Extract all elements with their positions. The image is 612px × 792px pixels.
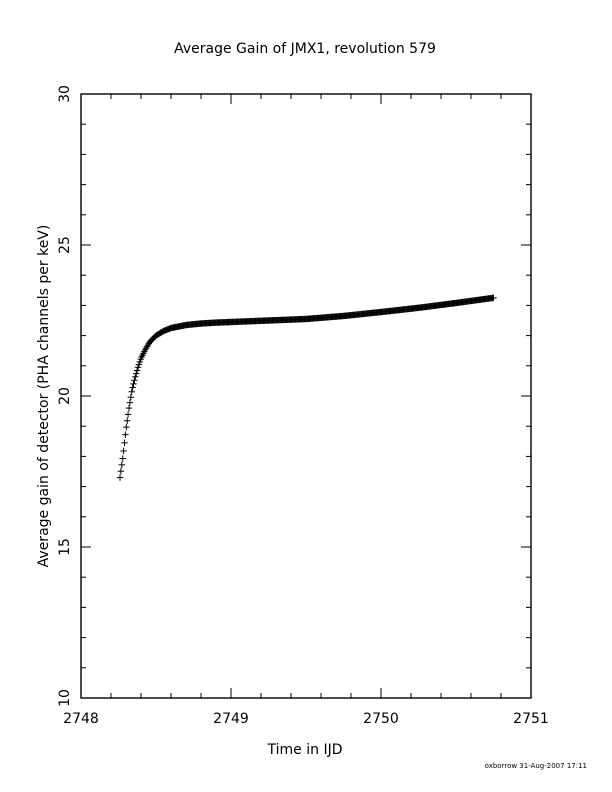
x-tick-label: 2748 — [63, 711, 99, 727]
y-tick-label: 10 — [57, 689, 73, 707]
data-point — [117, 467, 125, 475]
data-point — [128, 388, 135, 395]
y-tick-label: 25 — [57, 236, 73, 254]
data-point — [132, 373, 139, 381]
data-point — [121, 439, 128, 447]
data-point — [127, 394, 134, 401]
y-tick-label: 15 — [57, 538, 73, 556]
data-point — [124, 411, 132, 418]
data-point — [133, 370, 140, 377]
x-tick-label: 2749 — [213, 711, 249, 727]
data-point — [130, 380, 137, 388]
data-point — [131, 377, 138, 384]
data-point — [123, 423, 130, 431]
data-point — [126, 399, 134, 406]
x-tick-label: 2751 — [513, 711, 549, 727]
x-tick-label: 2750 — [363, 711, 399, 727]
data-point — [118, 461, 125, 469]
plot-frame — [80, 93, 532, 699]
data-point — [122, 431, 129, 438]
y-tick-label: 30 — [57, 85, 73, 103]
data-point — [134, 364, 142, 371]
x-axis-label: Time in IJD — [267, 742, 343, 758]
data-point — [124, 417, 131, 424]
footer-stamp: oxborrow 31-Aug-2007 17:11 — [485, 762, 587, 770]
data-points — [116, 294, 497, 481]
data-point — [119, 455, 126, 462]
data-point — [135, 361, 143, 368]
axes — [80, 93, 532, 699]
y-tick-label: 20 — [57, 387, 73, 405]
data-point — [116, 474, 124, 481]
tick-labels: 2748 2749 2750 2751 10 15 20 25 30 — [57, 85, 549, 727]
data-point — [133, 367, 141, 374]
data-point — [136, 358, 143, 366]
data-point — [125, 404, 133, 412]
chart-title: Average Gain of JMX1, revolution 579 — [174, 41, 436, 57]
ticks — [80, 93, 532, 699]
data-point — [120, 447, 127, 455]
data-point — [129, 384, 136, 391]
data-point — [490, 294, 497, 302]
y-axis-label: Average gain of detector (PHA channels p… — [36, 225, 52, 568]
